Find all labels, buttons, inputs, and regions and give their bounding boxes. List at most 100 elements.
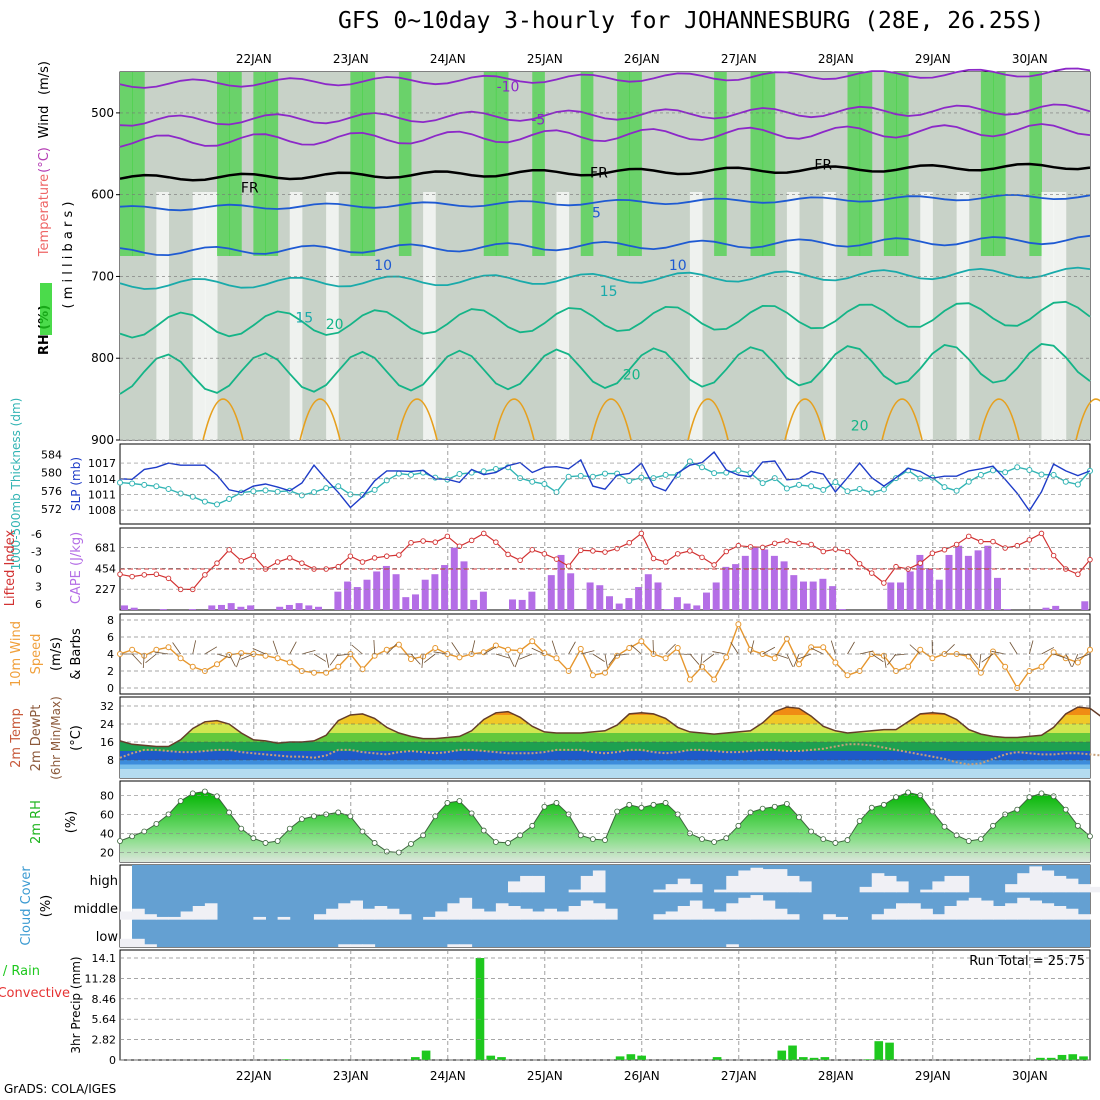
cape-bar (441, 565, 449, 610)
cloud-cell (714, 889, 727, 893)
precip-bar (1079, 1056, 1088, 1060)
wind-barb (604, 653, 608, 668)
lifted-index-point (468, 537, 475, 544)
cloud-cell (896, 881, 909, 893)
cloud-cell (386, 908, 400, 920)
lifted-index-point (832, 546, 839, 552)
wind10m-data-point (735, 621, 742, 628)
cape-bar (683, 603, 691, 610)
temperature-contour (119, 123, 1091, 148)
cape-bar (964, 555, 972, 610)
wind10m-data-point (783, 635, 790, 642)
wind-barb (1041, 647, 1055, 655)
cloud-cell (605, 908, 618, 920)
wind-barb (956, 653, 971, 656)
top-date-label: 24JAN (430, 52, 466, 66)
slp_thickness-data-point (1002, 469, 1009, 476)
cloud-cell (592, 903, 606, 920)
slp_thickness-data-point (129, 480, 136, 487)
cape-bar (945, 554, 953, 610)
lifted-index-point (250, 552, 257, 559)
thickness-axis-label: 1000-500mb Thickness (dm) (9, 398, 23, 571)
wind-barb (423, 653, 436, 663)
contour-label: 10 (374, 258, 392, 274)
cloud-cell (350, 900, 363, 920)
rh-point (614, 808, 621, 815)
slp_thickness-data-point (965, 478, 972, 485)
lifted-index-point (796, 540, 802, 547)
rh-point (759, 805, 766, 812)
lifted-index-point (917, 560, 924, 566)
wind10m-data-point (929, 655, 936, 662)
top-date-label: 29JAN (915, 52, 951, 66)
cloud-cell (1017, 897, 1030, 920)
cloud-cell (447, 903, 460, 920)
cape-bar (790, 575, 798, 610)
rh-label-2: (%) (64, 811, 79, 834)
wind-barb (483, 646, 497, 655)
lifted-index-point (1014, 542, 1021, 549)
rh-point (977, 836, 984, 843)
wind-barb (421, 653, 424, 668)
wind10m-data-point (820, 644, 827, 651)
wind10m-data-point (917, 646, 924, 653)
slp_thickness-data-point (990, 467, 996, 474)
lifted-tick-label: 0 (35, 563, 42, 576)
wind10m-data-point (614, 652, 621, 659)
rh-label-1: 2m RH (29, 800, 44, 844)
wind-barb (289, 641, 297, 655)
wind10m-data-point (844, 672, 851, 679)
bottom-date-label: 28JAN (818, 1069, 854, 1083)
slp_thickness-data-point (820, 486, 827, 493)
slp_thickness-data-point (553, 489, 560, 496)
warm-contour (978, 398, 1020, 441)
cloud-cell (156, 916, 169, 920)
rh-moist-column (532, 72, 545, 256)
wind10m-data-point (177, 655, 184, 662)
wind-barb (142, 653, 145, 668)
warm-contour (784, 398, 826, 441)
slp_thickness-data-point (298, 492, 305, 499)
cape-bar (547, 575, 555, 610)
precip-bar (820, 1057, 830, 1060)
wind-barb (981, 653, 994, 663)
wind-barb (1009, 641, 1018, 655)
wind-barb (1028, 640, 1034, 655)
cape-bar (353, 587, 361, 610)
cloud-label-2: (%) (39, 895, 54, 918)
cape-bar (635, 587, 643, 610)
cape-bar (567, 573, 575, 610)
thickness-tick-label: 576 (41, 485, 62, 498)
precip-legend-total: Total / Rain (0, 964, 40, 979)
cape-bar (732, 564, 740, 610)
precip-axis-label: 3hr Precip (mm) (69, 956, 83, 1053)
contour-label: 20 (851, 418, 869, 434)
wind-barb (514, 653, 521, 668)
slp_thickness-data-point (153, 483, 160, 490)
slp_thickness-data-point (1074, 481, 1081, 488)
cloud-cell (1029, 866, 1042, 893)
cloud-cell (932, 914, 945, 920)
wind-barb (689, 653, 700, 665)
warm-contour (590, 398, 632, 441)
slp_thickness-data-point (141, 481, 148, 488)
slp-axis-label: SLP (mb) (69, 457, 83, 511)
cape-bar (741, 555, 749, 610)
lifted-index-point (881, 580, 887, 586)
rh-point (214, 793, 220, 800)
rh-point (408, 840, 414, 847)
cape-bar (935, 579, 943, 610)
lifted-index-point (529, 547, 536, 553)
wind-barb (883, 653, 887, 668)
rh-point (456, 798, 463, 804)
wind-barb (252, 647, 266, 655)
rh-point (153, 820, 160, 827)
slp_thickness-data-point (577, 472, 584, 479)
wind-units-label: (m/s) (37, 61, 52, 95)
lifted-index-point (481, 530, 487, 537)
slp_thickness-data-point (165, 485, 172, 492)
wind10m-data-point (723, 654, 730, 661)
wind10m-data-point (832, 659, 839, 666)
top-date-label: 22JAN (236, 52, 272, 66)
lifted-index-point (299, 560, 305, 566)
